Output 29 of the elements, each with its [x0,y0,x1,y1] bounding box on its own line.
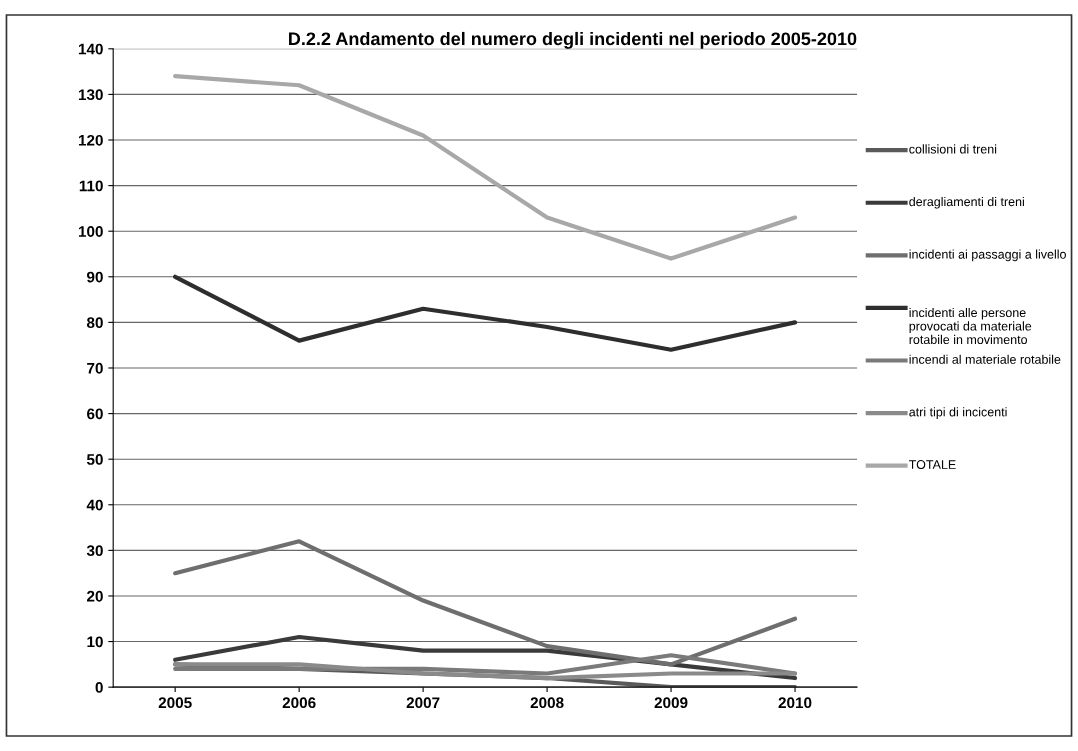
y-tick-label: 90 [87,271,103,283]
legend-label: atri tipi di incicenti [909,407,1007,419]
y-tick-label: 70 [87,362,103,374]
y-tick-label: 130 [78,89,103,101]
x-tick-label: 2010 [778,697,812,709]
y-tick-label: 140 [78,43,103,55]
y-tick-label: 50 [86,454,103,465]
legend-label: incidenti alle persone provocati da materiale rotabile in movimento [909,307,1032,345]
y-tick-label: 20 [87,590,103,602]
y-tick-label: 10 [87,636,103,648]
y-tick-label: 30 [86,545,103,557]
x-tick-label: 2008 [530,697,564,709]
y-tick-label: 100 [78,226,103,237]
legend-label: incendi al materiale rotabile [909,354,1061,364]
y-tick-label: 0 [95,682,103,693]
x-tick-label: 2009 [654,697,688,709]
chart-title: D.2.2 Andamento del numero degli incidenti nel periodo 2005-2010 [289,31,857,49]
legend-label: deragliamenti di treni [909,196,1024,209]
x-tick-label: 2007 [406,697,440,709]
y-tick-label: 120 [78,134,103,146]
y-tick-label: 60 [87,408,103,420]
y-tick-label: 110 [79,180,103,192]
legend-label: TOTALE [909,460,956,469]
x-tick-label: 2005 [158,697,192,709]
legend-label: collisioni di treni [909,144,997,154]
y-tick-label: 80 [86,317,103,329]
x-tick-label: 2006 [282,697,316,709]
legend-label: incidenti ai passaggi a livello [909,249,1066,262]
y-tick-label: 40 [86,499,103,511]
